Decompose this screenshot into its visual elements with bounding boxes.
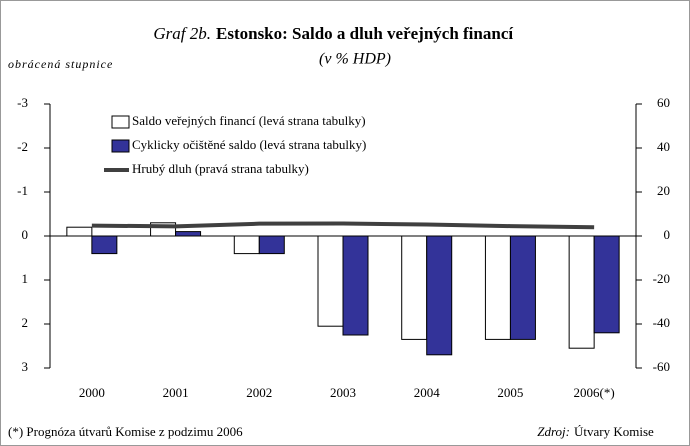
title-prefix: Graf 2b. (153, 24, 211, 43)
y-tick-label: 0 (22, 227, 29, 242)
y2-tick-label: -60 (653, 359, 670, 374)
bar (426, 235, 453, 356)
bar (568, 235, 595, 349)
y2-tick-label: 40 (657, 139, 670, 154)
bar (233, 235, 260, 255)
bar (258, 235, 285, 255)
legend-label: Cyklicky očištěné saldo (levá strana tab… (132, 137, 366, 152)
bar (175, 231, 202, 237)
x-tick-label: 2005 (497, 385, 523, 400)
y2-tick-label: 20 (657, 183, 670, 198)
legend-swatch (111, 139, 130, 153)
y-tick-label: -2 (17, 139, 28, 154)
bar (91, 235, 118, 255)
legend-label: Saldo veřejných financí (levá strana tab… (132, 113, 366, 128)
footnote: (*) Prognóza útvarů Komise z podzimu 200… (8, 424, 243, 439)
y2-tick-label: -40 (653, 315, 670, 330)
x-tick-label: 2001 (163, 385, 189, 400)
y-tick-label: -1 (17, 183, 28, 198)
bar (593, 235, 620, 334)
bar (401, 235, 428, 340)
chart-title: Estonsko: Saldo a dluh veřejných financí (216, 24, 513, 43)
y2-tick-label: 0 (664, 227, 671, 242)
subtitle: (v % HDP) (319, 51, 391, 68)
source-label: Zdroj: (537, 424, 570, 439)
y-tick-label: 3 (22, 359, 29, 374)
bar (66, 226, 93, 237)
y-tick-label: 2 (22, 315, 29, 330)
x-tick-label: 2006(*) (574, 385, 615, 400)
source: Útvary Komise (574, 424, 654, 439)
bar (317, 235, 344, 327)
x-tick-label: 2000 (79, 385, 105, 400)
y-tick-label: -3 (17, 95, 28, 110)
bar (342, 235, 369, 336)
legend-label: Hrubý dluh (pravá strana tabulky) (132, 161, 309, 176)
y-tick-label: 1 (22, 271, 29, 286)
bar (484, 235, 511, 340)
x-tick-label: 2003 (330, 385, 356, 400)
x-tick-label: 2004 (414, 385, 441, 400)
y2-tick-label: 60 (657, 95, 670, 110)
bar (509, 235, 536, 340)
axis-note: obrácená stupnice (8, 57, 113, 71)
y2-tick-label: -20 (653, 271, 670, 286)
x-tick-label: 2002 (246, 385, 272, 400)
legend-swatch (111, 115, 130, 129)
line (91, 221, 595, 230)
